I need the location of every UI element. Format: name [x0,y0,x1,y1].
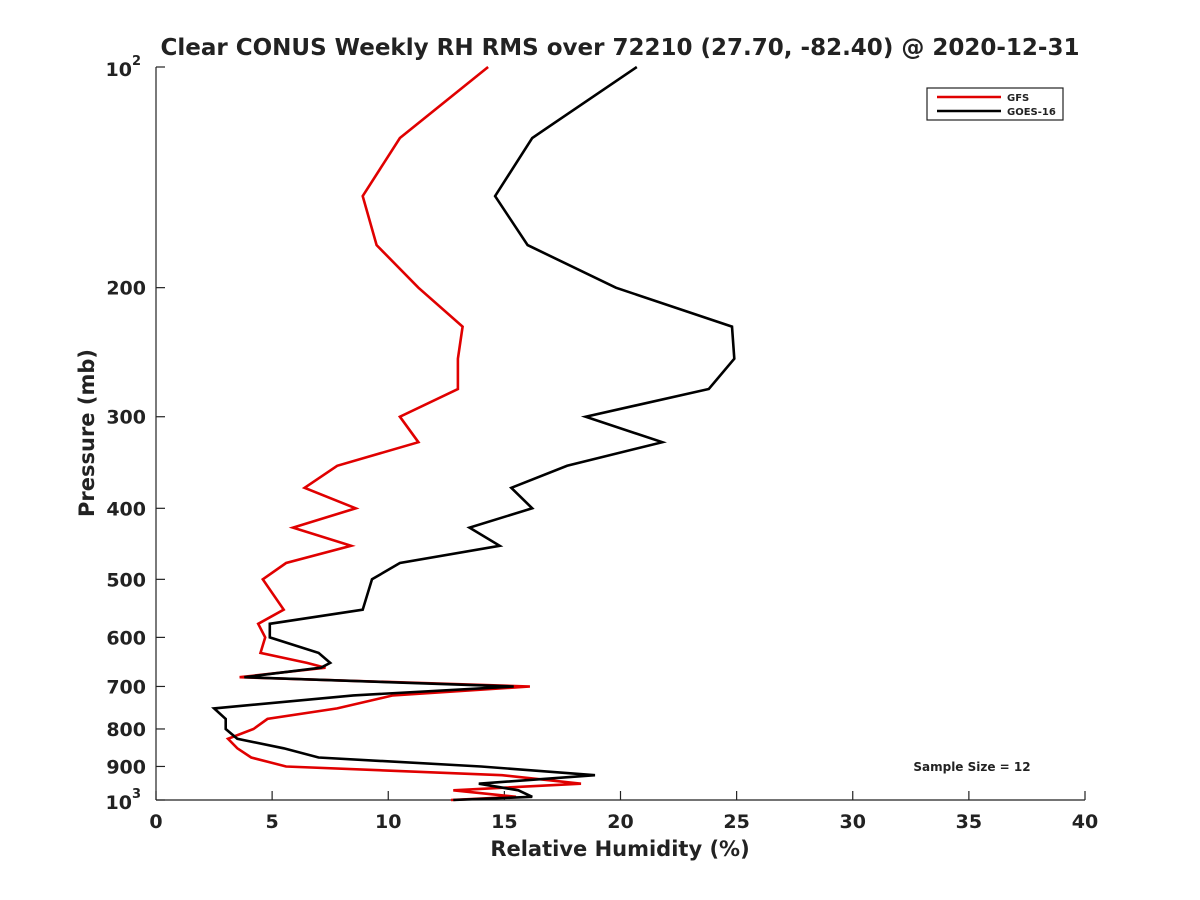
y-tick-label-power: 10 3 [106,787,142,814]
x-tick-label: 15 [491,811,517,833]
y-tick-label-power: 10 2 [106,54,142,81]
plot-frame [155,67,1085,801]
y-tick-label: 700 [106,676,146,698]
x-tick-label: 40 [1072,811,1098,833]
sample-size-annotation: Sample Size = 12 [913,760,1030,774]
series-line-gfs [225,65,582,802]
x-tick-label: 5 [266,811,279,833]
y-tick-label: 500 [106,569,146,591]
y-tick-exponent: 2 [132,54,141,69]
y-tick-base: 10 [106,792,132,814]
x-tick-label: 0 [149,811,162,833]
series-layer [211,65,736,802]
x-tick-label: 25 [723,811,749,833]
y-tick-label: 200 [106,278,146,300]
y-tick-label: 400 [106,498,146,520]
series-line-goes-16 [211,65,736,802]
x-axis: 0 5 10 15 20 25 30 35 40 [149,791,1098,833]
legend-label-gfs: GFS [1007,93,1029,104]
legend-box [926,87,1064,121]
x-axis-label: Relative Humidity (%) [490,837,749,861]
y-tick-base: 10 [106,59,132,81]
y-tick-label: 800 [106,719,146,741]
y-tick-label: 300 [106,407,146,429]
y-tick-label: 600 [106,627,146,649]
x-tick-label: 10 [375,811,401,833]
x-tick-label: 35 [956,811,982,833]
x-tick-label: 20 [607,811,633,833]
y-axis-label: Pressure (mb) [75,349,99,517]
y-tick-exponent: 3 [132,787,141,802]
y-tick-label: 900 [106,756,146,778]
legend: GFS GOES-16 [926,87,1064,121]
legend-label-goes-16: GOES-16 [1007,107,1056,118]
x-tick-label: 30 [840,811,866,833]
chart-title: Clear CONUS Weekly RH RMS over 72210 (27… [161,35,1080,61]
